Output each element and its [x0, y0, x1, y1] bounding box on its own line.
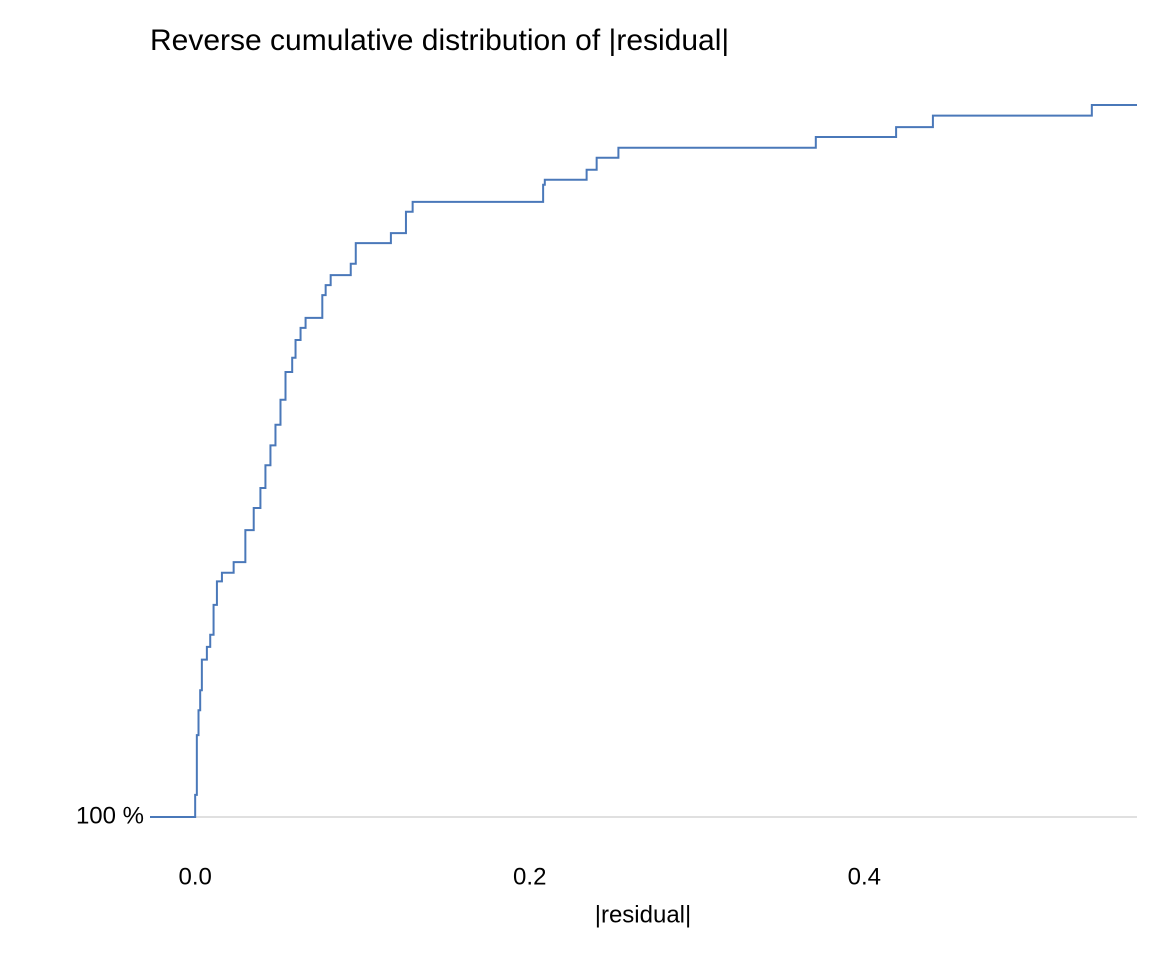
- x-tick-label: 0.2: [513, 863, 546, 890]
- x-tick-label: 0.4: [848, 863, 881, 890]
- x-axis-label: |residual|: [595, 901, 692, 928]
- x-tick-label: 0.0: [178, 863, 211, 890]
- y-tick-label: 100 %: [76, 802, 144, 829]
- step-line: [150, 104, 1137, 818]
- chart-title: Reverse cumulative distribution of |resi…: [150, 24, 729, 57]
